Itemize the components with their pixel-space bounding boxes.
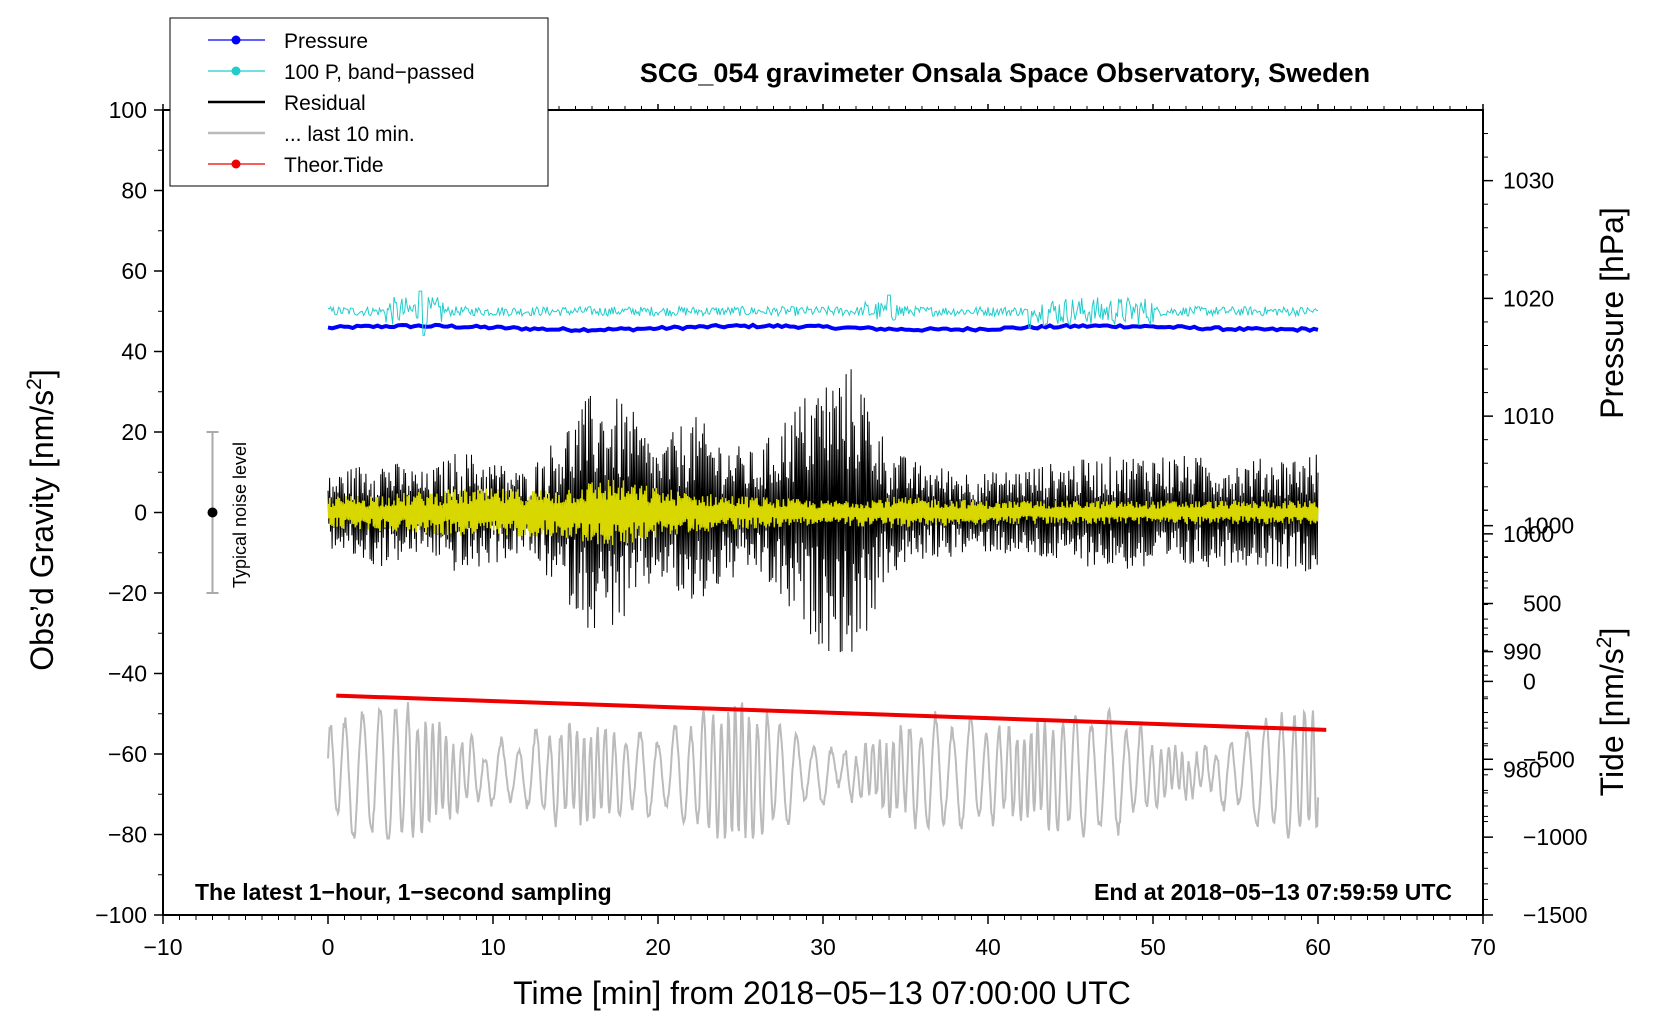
y-tick-label: −80: [108, 822, 147, 848]
tide-tick-label: −1000: [1523, 824, 1588, 850]
tide-tick-label: −500: [1523, 746, 1575, 772]
y-tick-label: 0: [134, 500, 147, 526]
x-axis-title: Time [min] from 2018−05−13 07:00:00 UTC: [513, 975, 1131, 1011]
tide-tick-label: 1000: [1523, 513, 1574, 539]
x-tick-label: 50: [1140, 934, 1166, 960]
chart-title: SCG_054 gravimeter Onsala Space Observat…: [640, 58, 1370, 88]
annotation-end-time: End at 2018−05−13 07:59:59 UTC: [1094, 879, 1452, 905]
annotation-sampling: The latest 1−hour, 1−second sampling: [195, 879, 612, 905]
legend-marker: [231, 66, 241, 76]
y-axis-title-left: Obs’d Gravity [nm/s2]: [23, 369, 60, 671]
x-tick-label: 70: [1470, 934, 1496, 960]
legend: Pressure 100 P, band−passed Residual ... la…: [169, 17, 549, 187]
y-axis-title-pressure: Pressure [hPa]: [1594, 207, 1630, 419]
x-tick-label: 30: [810, 934, 836, 960]
series-last-10-min-line: [327, 702, 1319, 840]
pressure-tick-label: 990: [1503, 639, 1541, 665]
tick-layer: −10 0 10 20 30 40 50 60 70100806040200−20−40−60−…: [95, 97, 1587, 960]
y-tick-label: 20: [121, 419, 147, 445]
x-tick-label: 0: [322, 934, 335, 960]
x-tick-label: 20: [645, 934, 671, 960]
tide-tick-label: 500: [1523, 591, 1561, 617]
y-tick-label: 100: [109, 97, 147, 123]
pressure-tick-label: 1030: [1503, 168, 1554, 194]
legend-label: 100 P, band−passed: [284, 61, 475, 84]
y-tick-label: −40: [108, 661, 147, 687]
pressure-tick-label: 1010: [1503, 403, 1554, 429]
legend-label: Residual: [284, 92, 366, 115]
y-tick-label: 40: [121, 339, 147, 365]
y-tick-label: 60: [121, 258, 147, 284]
x-tick-label: −10: [143, 934, 182, 960]
noise-bar-center-dot: [207, 507, 218, 518]
legend-label: ... last 10 min.: [284, 123, 415, 146]
series-residual-line: [327, 369, 1319, 653]
pressure-tick-label: 1000: [1503, 521, 1554, 547]
series-layer: [327, 290, 1327, 840]
y-tick-label: −20: [108, 580, 147, 606]
x-tick-label: 60: [1305, 934, 1331, 960]
series-theor-tide-line: [336, 693, 1327, 732]
legend-marker: [231, 35, 241, 45]
tide-tick-label: −1500: [1523, 902, 1588, 928]
pressure-tick-label: 980: [1503, 756, 1541, 782]
tide-tick-label: 0: [1523, 668, 1536, 694]
legend-label: Pressure: [284, 30, 368, 53]
pressure-tick-label: 1020: [1503, 285, 1554, 311]
x-tick-label: 10: [480, 934, 506, 960]
y-tick-label: −60: [108, 741, 147, 767]
noise-level-indicator: Typical noise level: [206, 431, 250, 594]
y-tick-label: −100: [95, 902, 147, 928]
series-pressure-line: [327, 322, 1319, 334]
x-tick-label: 40: [975, 934, 1001, 960]
y-tick-label: 80: [121, 178, 147, 204]
legend-label: Theor.Tide: [284, 154, 384, 177]
legend-marker: [231, 159, 241, 169]
series-band-passed-line: [327, 290, 1319, 336]
y-axis-title-tide: Tide [nm/s2]: [1593, 628, 1630, 797]
series-residual-smoothed-line: [327, 479, 1319, 546]
noise-level-label: Typical noise level: [230, 442, 250, 588]
